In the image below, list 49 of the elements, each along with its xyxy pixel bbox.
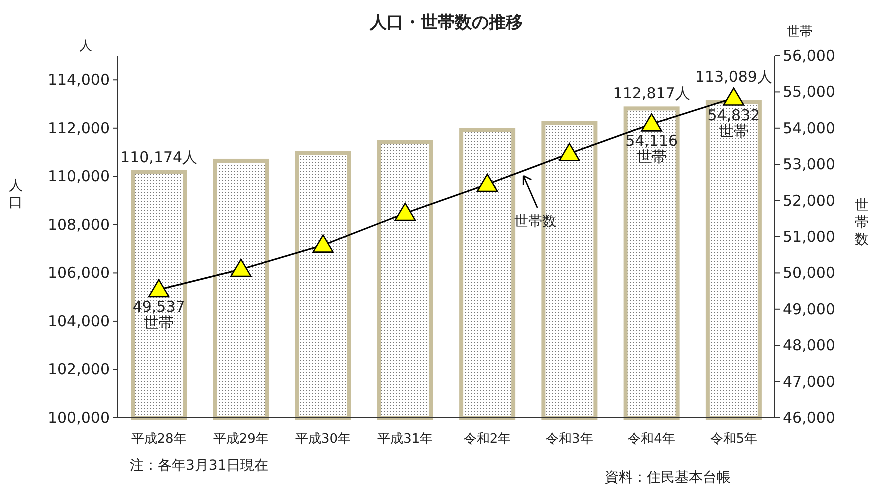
text: 世帯数	[855, 198, 869, 248]
y2-tick-label: 48,000	[783, 336, 836, 355]
data-label: 110,174人	[120, 148, 198, 166]
y-tick-label: 112,000	[48, 119, 110, 138]
x-tick-label: 平成29年	[213, 432, 269, 447]
chart-title: 人口・世帯数の推移	[369, 13, 523, 33]
y2-tick-label: 51,000	[783, 228, 836, 246]
y2-tick-label: 49,000	[783, 300, 836, 318]
x-tick-label: 平成28年	[131, 432, 187, 447]
y-tick-label: 110,000	[48, 168, 110, 186]
point	[476, 174, 498, 192]
point	[641, 114, 662, 132]
y2-tick-label: 54,000	[783, 119, 836, 138]
data-label: 54,116 世帯	[626, 132, 678, 166]
y-tick-label: 100,000	[48, 409, 110, 427]
y2-tick-label: 56,000	[783, 47, 836, 65]
data-label: 49,537 世帯	[132, 298, 186, 332]
x-tick-label: 令和3年	[546, 432, 594, 447]
data-label: 113,089人	[695, 68, 772, 86]
y2-tick-label: 46,000	[783, 409, 836, 427]
point	[230, 258, 252, 278]
point	[312, 234, 334, 253]
x-tick-label: 令和2年	[464, 432, 512, 447]
point	[148, 279, 170, 298]
y2-tick-label: 47,000	[783, 372, 836, 391]
data-label: 54,832 世帯	[708, 106, 760, 140]
point	[394, 202, 416, 222]
x-tick-label: 令和5年	[710, 432, 758, 447]
point	[559, 143, 580, 162]
y-tick-label: 108,000	[48, 216, 110, 234]
text: 注：各年3月31日現在	[130, 458, 269, 474]
x-tick-label: 令和4年	[628, 432, 676, 447]
y2-tick-label: 50,000	[783, 264, 836, 282]
y2-tick-label: 53,000	[783, 156, 836, 174]
y-axis-title: 人口	[9, 178, 23, 211]
point	[723, 88, 745, 106]
y2-tick-label: 52,000	[783, 192, 836, 210]
y2-axis-title: 世帯数	[514, 214, 557, 230]
text: 資料：住民基本台帳	[605, 470, 731, 485]
text: 世帯	[787, 25, 813, 40]
data-label: 112,817人	[613, 84, 690, 103]
y-tick-label: 114,000	[48, 71, 110, 90]
y-tick-label: 106,000	[48, 264, 110, 282]
x-tick-label: 平成31年	[378, 432, 434, 447]
y-tick-label: 102,000	[48, 360, 110, 379]
y2-tick-label: 55,000	[783, 83, 836, 102]
x-tick-label: 平成30年	[296, 432, 352, 447]
text: 人	[80, 39, 92, 54]
y-tick-label: 104,000	[48, 312, 110, 330]
